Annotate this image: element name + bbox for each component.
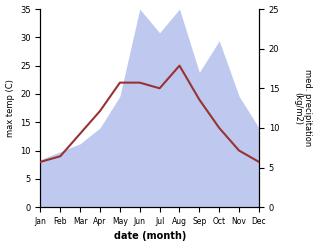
Y-axis label: med. precipitation
(kg/m2): med. precipitation (kg/m2) <box>293 69 313 147</box>
X-axis label: date (month): date (month) <box>114 231 186 242</box>
Y-axis label: max temp (C): max temp (C) <box>5 79 15 137</box>
